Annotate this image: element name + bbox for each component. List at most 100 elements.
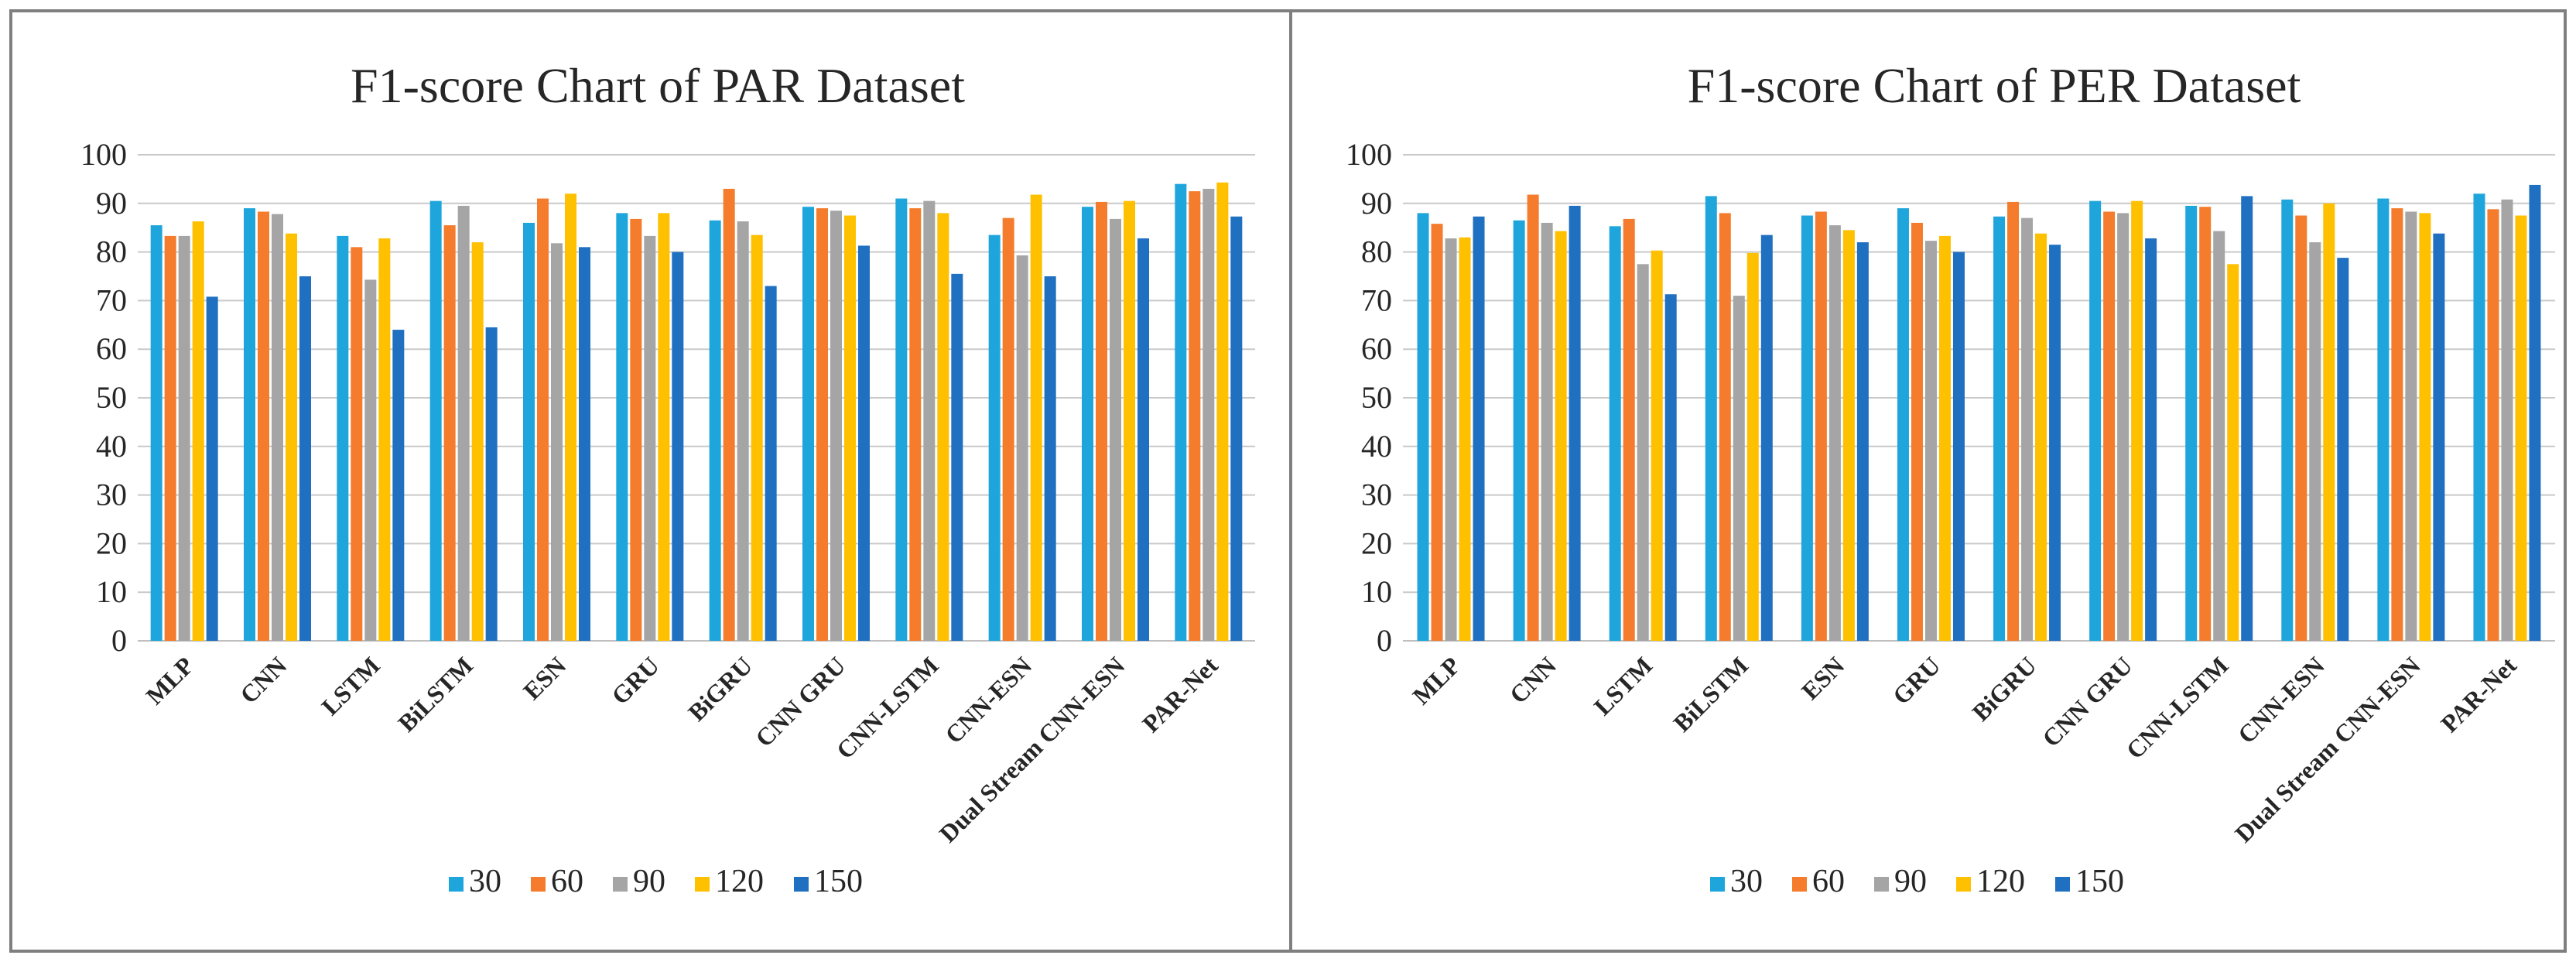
bar-cnn-30 xyxy=(244,208,255,642)
legend-label-150: 150 xyxy=(814,864,863,899)
bar-esn-120 xyxy=(1842,230,1855,642)
x-tick-label: CNN xyxy=(234,651,292,708)
per-chart: F1-score Chart of PER Dataset 0 10 20 30 40 5… xyxy=(1346,58,2555,899)
x-tick-label: MLP xyxy=(140,651,199,710)
bar-par-net-60 xyxy=(1189,191,1201,642)
x-tick-label: PAR-Net xyxy=(1137,651,1223,738)
bar-lstm-30 xyxy=(337,235,349,642)
x-tick-label: ESN xyxy=(518,651,571,704)
y-tick-label: 50 xyxy=(96,380,127,415)
x-tick-label: CNN GRU xyxy=(2037,651,2137,751)
x-tick-label: GRU xyxy=(1887,651,1946,710)
bar-cnn-esn-90 xyxy=(2309,242,2321,641)
bar-dual-stream-cnn-esn-150 xyxy=(2433,233,2445,642)
bar-dual-stream-cnn-esn-30 xyxy=(2377,198,2390,641)
legend-label-150: 150 xyxy=(2075,864,2124,899)
x-tick-label: CNN-ESN xyxy=(939,651,1037,748)
bar-cnn-lstm-150 xyxy=(951,273,963,641)
legend-label-30: 30 xyxy=(469,864,501,899)
bar-par-net-90 xyxy=(2501,199,2513,641)
par-chart: F1-score Chart of PAR Dataset 0 10 20 30 40 5… xyxy=(80,58,1255,899)
y-tick-label: 40 xyxy=(1361,429,1392,464)
bar-cnn-esn-150 xyxy=(2337,258,2349,641)
bars xyxy=(1417,184,2541,642)
bar-lstm-90 xyxy=(1637,264,1649,641)
bar-cnn-60 xyxy=(1527,194,1539,642)
bar-bilstm-60 xyxy=(443,225,456,641)
bar-lstm-150 xyxy=(1664,294,1677,641)
bar-bigru-60 xyxy=(723,188,735,641)
x-tick-label: CNN-LSTM xyxy=(2121,651,2234,764)
y-tick-label: 70 xyxy=(1361,282,1392,317)
legend-label-120: 120 xyxy=(1976,864,2025,899)
y-tick-label: 60 xyxy=(96,331,127,366)
bar-esn-60 xyxy=(537,198,549,641)
bar-cnn-esn-60 xyxy=(1002,217,1014,641)
bar-bigru-90 xyxy=(2021,217,2034,641)
bar-cnn-gru-30 xyxy=(802,207,814,641)
bar-dual-stream-cnn-esn-120 xyxy=(1124,200,1135,641)
x-tick-label: BiLSTM xyxy=(1668,651,1753,737)
y-tick-label: 60 xyxy=(1361,331,1392,366)
bar-par-net-90 xyxy=(1202,188,1215,641)
bar-dual-stream-cnn-esn-90 xyxy=(2405,211,2417,641)
y-tick-label: 0 xyxy=(1377,623,1392,658)
bar-lstm-120 xyxy=(1651,250,1663,641)
bar-cnn-90 xyxy=(272,214,283,642)
bar-bilstm-90 xyxy=(457,205,470,641)
bar-cnn-120 xyxy=(286,233,297,642)
x-tick-label: LSTM xyxy=(316,651,385,721)
legend-swatch-90 xyxy=(1874,877,1889,892)
bar-bigru-120 xyxy=(751,235,763,641)
legend-swatch-150 xyxy=(2055,877,2070,892)
legend: 30 60 90 120 150 xyxy=(449,864,863,899)
bar-lstm-150 xyxy=(392,330,405,641)
bar-mlp-120 xyxy=(192,221,204,641)
bar-esn-30 xyxy=(523,222,535,641)
bar-par-net-120 xyxy=(2515,215,2527,641)
x-tick-label: ESN xyxy=(1796,651,1849,704)
bar-cnn-esn-120 xyxy=(2323,203,2335,641)
y-tick-label: 80 xyxy=(1361,235,1392,269)
bar-cnn-lstm-120 xyxy=(937,213,949,641)
bars xyxy=(150,182,1243,642)
bar-par-net-30 xyxy=(2473,193,2485,642)
figure-frame xyxy=(9,9,2567,953)
bar-gru-150 xyxy=(1952,252,1965,641)
bar-cnn-gru-150 xyxy=(858,245,870,641)
bar-gru-120 xyxy=(1938,235,1951,642)
bar-gru-90 xyxy=(1924,241,1937,641)
legend-swatch-30 xyxy=(449,877,464,892)
bar-esn-90 xyxy=(1829,225,1841,641)
chart-title: F1-score Chart of PER Dataset xyxy=(1688,58,2301,113)
bar-esn-120 xyxy=(565,193,576,642)
bar-lstm-90 xyxy=(364,279,377,641)
bar-cnn-lstm-30 xyxy=(2185,205,2198,641)
bar-cnn-esn-120 xyxy=(1030,194,1042,642)
bar-gru-60 xyxy=(1911,222,1923,641)
x-tick-label: MLP xyxy=(1407,651,1466,710)
bar-dual-stream-cnn-esn-90 xyxy=(1110,218,1121,641)
bar-cnn-150 xyxy=(299,276,311,641)
y-tick-label: 90 xyxy=(1361,186,1392,221)
bar-esn-60 xyxy=(1815,211,1827,641)
y-axis-ticks: 0 10 20 30 40 50 60 70 80 90 100 xyxy=(80,137,127,658)
legend-label-120: 120 xyxy=(715,864,764,899)
bar-bigru-30 xyxy=(1993,216,2006,642)
bar-gru-90 xyxy=(644,235,656,642)
legend-swatch-90 xyxy=(613,877,628,892)
y-tick-label: 70 xyxy=(96,282,127,317)
legend-label-90: 90 xyxy=(1894,864,1927,899)
legend-label-30: 30 xyxy=(1730,864,1763,899)
y-tick-label: 80 xyxy=(96,235,127,269)
bar-bigru-150 xyxy=(765,286,777,641)
bar-esn-150 xyxy=(579,247,590,641)
y-tick-label: 20 xyxy=(1361,526,1392,560)
bar-dual-stream-cnn-esn-30 xyxy=(1082,207,1093,641)
bar-esn-150 xyxy=(1856,242,1869,641)
bar-bigru-90 xyxy=(737,221,749,641)
bar-mlp-60 xyxy=(1431,224,1443,641)
bar-esn-90 xyxy=(551,243,563,641)
